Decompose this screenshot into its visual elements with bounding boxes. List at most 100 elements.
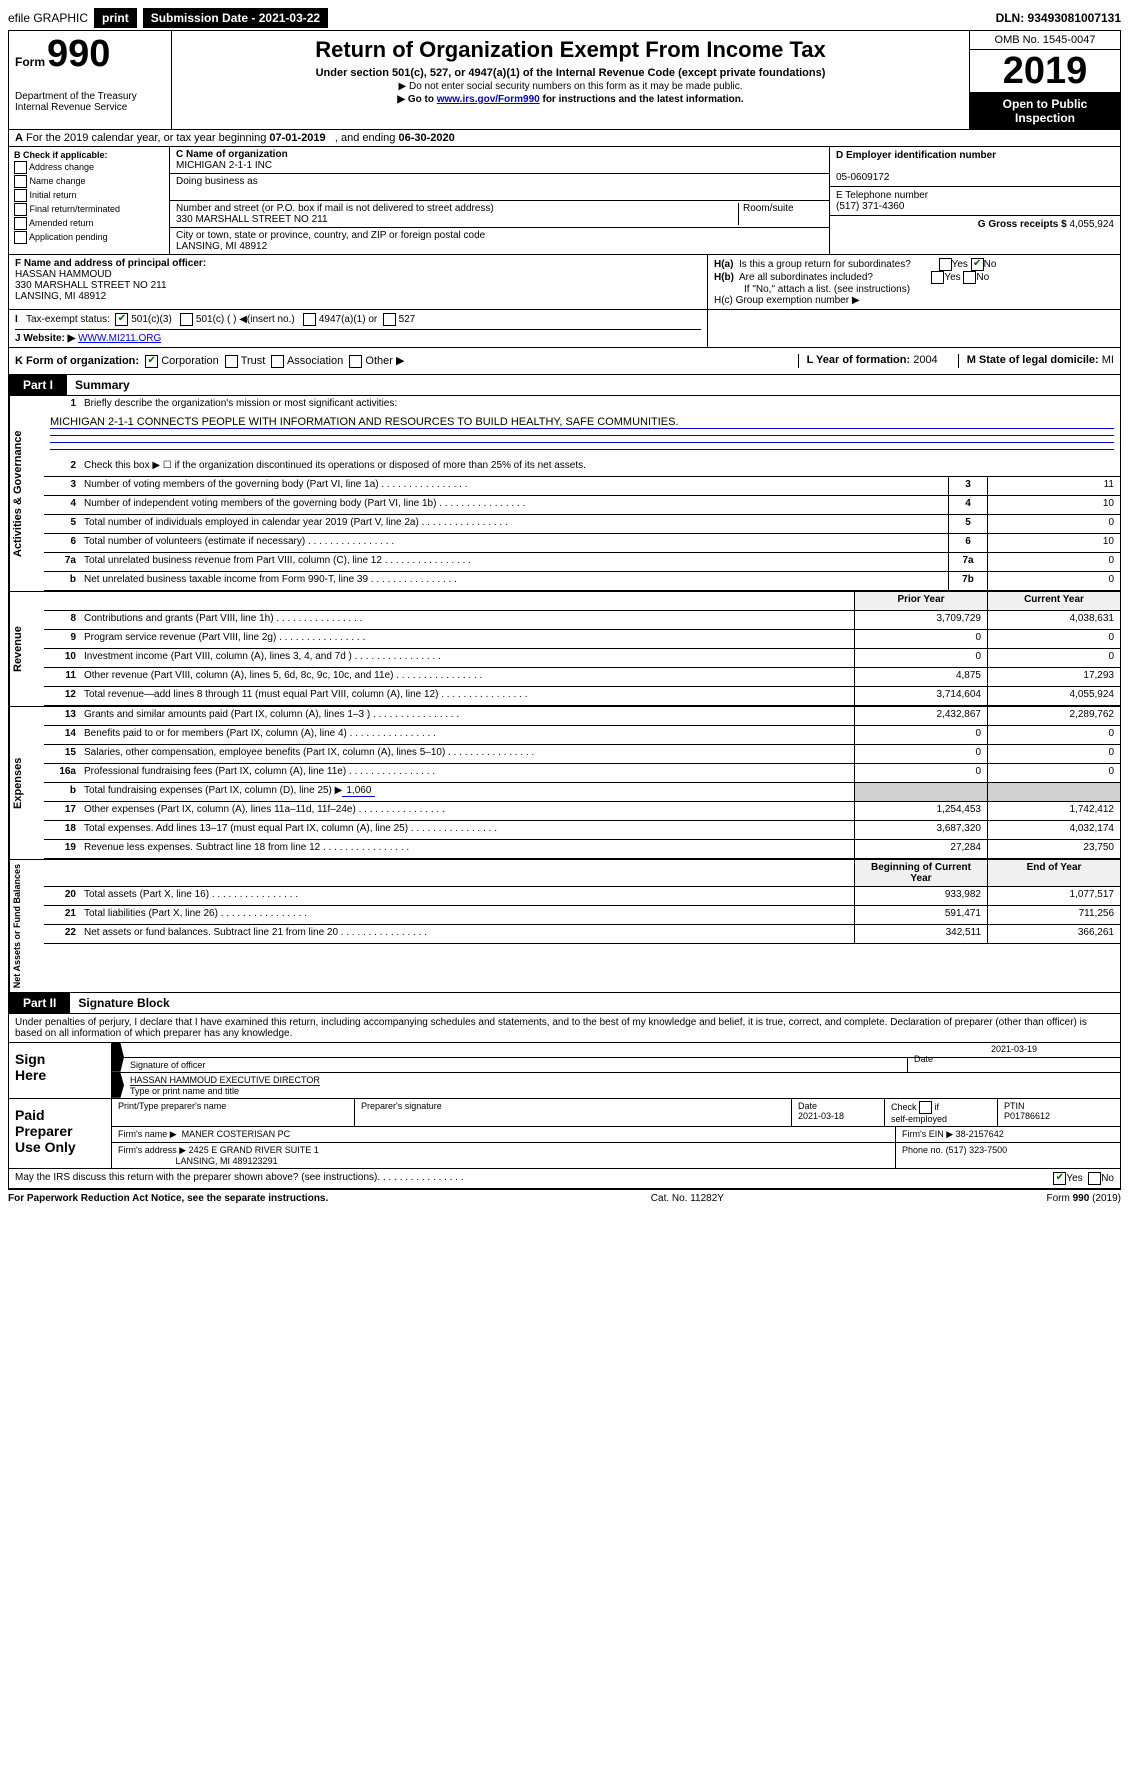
vlabel-net: Net Assets or Fund Balances xyxy=(9,860,44,992)
net-body: Net Assets or Fund Balances Beginning of… xyxy=(9,859,1120,993)
city-label: City or town, state or province, country… xyxy=(176,230,485,241)
summary-row: 12 Total revenue—add lines 8 through 11 … xyxy=(44,687,1120,706)
page-footer: For Paperwork Reduction Act Notice, see … xyxy=(8,1190,1121,1207)
chk-application[interactable]: Application pending xyxy=(14,231,164,244)
col-c: C Name of organization MICHIGAN 2-1-1 IN… xyxy=(170,147,830,254)
j-label: J Website: ▶ xyxy=(15,333,78,344)
officer-addr1: 330 MARSHALL STREET NO 211 xyxy=(15,280,167,291)
summary-row: 13 Grants and similar amounts paid (Part… xyxy=(44,707,1120,726)
paperwork-notice: For Paperwork Reduction Act Notice, see … xyxy=(8,1193,328,1204)
chk-discuss-no[interactable] xyxy=(1088,1172,1101,1185)
prior-value: 3,687,320 xyxy=(854,821,987,839)
chk-initial[interactable]: Initial return xyxy=(14,189,164,202)
summary-row: 19 Revenue less expenses. Subtract line … xyxy=(44,840,1120,859)
current-value: 17,293 xyxy=(987,668,1120,686)
firm-phone-cell: Phone no. (517) 323-7500 xyxy=(896,1143,1120,1168)
summary-row: 18 Total expenses. Add lines 13–17 (must… xyxy=(44,821,1120,840)
note2-post: for instructions and the latest informat… xyxy=(540,94,744,105)
chk-501c3[interactable] xyxy=(115,313,128,326)
city-cell: City or town, state or province, country… xyxy=(170,228,829,254)
submission-date-button[interactable]: Submission Date - 2021-03-22 xyxy=(143,8,328,28)
row-value: 0 xyxy=(987,515,1120,533)
sig-officer-label: Signature of officer xyxy=(130,1060,205,1070)
org-name: MICHIGAN 2-1-1 INC xyxy=(176,160,272,171)
city-value: LANSING, MI 48912 xyxy=(176,241,267,252)
row-text: Grants and similar amounts paid (Part IX… xyxy=(80,707,854,725)
gross-cell: G Gross receipts $ 4,055,924 xyxy=(830,216,1120,233)
arrow-icon xyxy=(112,1073,124,1098)
form-subtitle: Under section 501(c), 527, or 4947(a)(1)… xyxy=(176,67,965,79)
col-b: B Check if applicable: Address change Na… xyxy=(9,147,170,254)
row-value: 11 xyxy=(987,477,1120,495)
org-name-label: C Name of organization xyxy=(176,149,288,160)
summary-row: 7a Total unrelated business revenue from… xyxy=(44,553,1120,572)
row-text: Net unrelated business taxable income fr… xyxy=(80,572,948,590)
open-public: Open to PublicInspection xyxy=(970,92,1120,129)
chk-final[interactable]: Final return/terminated xyxy=(14,203,164,216)
row-code: 3 xyxy=(948,477,987,495)
chk-527[interactable] xyxy=(383,313,396,326)
signer-name: HASSAN HAMMOUD EXECUTIVE DIRECTOR xyxy=(130,1075,320,1086)
col-f: F Name and address of principal officer:… xyxy=(9,255,708,309)
chk-address[interactable]: Address change xyxy=(14,161,164,174)
col-h-lower xyxy=(708,310,1120,347)
summary-row: 6 Total number of volunteers (estimate i… xyxy=(44,534,1120,553)
dba-label: Doing business as xyxy=(176,176,258,187)
summary-row: b Net unrelated business taxable income … xyxy=(44,572,1120,591)
discuss-text: May the IRS discuss this return with the… xyxy=(15,1172,377,1185)
summary-row: 14 Benefits paid to or for members (Part… xyxy=(44,726,1120,745)
website-link[interactable]: WWW.MI211.ORG xyxy=(78,333,161,344)
prep-ptin: PTINP01786612 xyxy=(998,1099,1120,1126)
col-h: H(a) Is this a group return for subordin… xyxy=(708,255,1120,309)
part2-tab: Part II xyxy=(9,993,70,1013)
row-text: Salaries, other compensation, employee b… xyxy=(80,745,854,763)
summary-row: 3 Number of voting members of the govern… xyxy=(44,477,1120,496)
summary-row: 20 Total assets (Part X, line 16) 933,98… xyxy=(44,887,1120,906)
form-title: Return of Organization Exempt From Incom… xyxy=(176,37,965,63)
current-value: 0 xyxy=(987,630,1120,648)
row-text: Benefits paid to or for members (Part IX… xyxy=(80,726,854,744)
officer-label: F Name and address of principal officer: xyxy=(15,258,206,269)
arrow-icon xyxy=(112,1043,124,1072)
summary-row: 11 Other revenue (Part VIII, column (A),… xyxy=(44,668,1120,687)
expenses-body: Expenses 13 Grants and similar amounts p… xyxy=(9,706,1120,859)
row-text: Investment income (Part VIII, column (A)… xyxy=(80,649,854,667)
print-button[interactable]: print xyxy=(94,8,137,28)
row-text: Total unrelated business revenue from Pa… xyxy=(80,553,948,571)
chk-trust[interactable] xyxy=(225,355,238,368)
row-text: Total number of individuals employed in … xyxy=(80,515,948,533)
sign-date-label: Date xyxy=(914,1054,933,1064)
room-suite: Room/suite xyxy=(738,203,823,225)
row-text: Total expenses. Add lines 13–17 (must eq… xyxy=(80,821,854,839)
summary-row: 5 Total number of individuals employed i… xyxy=(44,515,1120,534)
summary-row: 22 Net assets or fund balances. Subtract… xyxy=(44,925,1120,944)
header-mid: Return of Organization Exempt From Incom… xyxy=(172,31,969,129)
chk-other[interactable] xyxy=(349,355,362,368)
row-text: Contributions and grants (Part VIII, lin… xyxy=(80,611,854,629)
irs-link[interactable]: www.irs.gov/Form990 xyxy=(437,94,540,105)
prior-value: 4,875 xyxy=(854,668,987,686)
exp-content: 13 Grants and similar amounts paid (Part… xyxy=(44,707,1120,859)
row-tax-j: I Tax-exempt status: 501(c)(3) 501(c) ( … xyxy=(9,310,1120,348)
row-code: 4 xyxy=(948,496,987,514)
row-value: 10 xyxy=(987,534,1120,552)
current-value: 4,032,174 xyxy=(987,821,1120,839)
chk-name[interactable]: Name change xyxy=(14,175,164,188)
part1-header: Part I Summary xyxy=(9,375,1120,396)
chk-4947[interactable] xyxy=(303,313,316,326)
gov-content: 1 Briefly describe the organization's mi… xyxy=(44,396,1120,591)
l-label: L Year of formation: xyxy=(807,354,914,366)
chk-amended[interactable]: Amended return xyxy=(14,217,164,230)
l-value: 2004 xyxy=(913,354,937,366)
signer-name-label: Type or print name and title xyxy=(130,1086,239,1096)
chk-501c[interactable] xyxy=(180,313,193,326)
current-value: 23,750 xyxy=(987,840,1120,858)
chk-discuss-yes[interactable] xyxy=(1053,1172,1066,1185)
current-value: 366,261 xyxy=(987,925,1120,943)
note-link: ▶ Go to www.irs.gov/Form990 for instruct… xyxy=(176,94,965,105)
chk-assoc[interactable] xyxy=(271,355,284,368)
chk-corp[interactable] xyxy=(145,355,158,368)
summary-row: 16a Professional fundraising fees (Part … xyxy=(44,764,1120,783)
tax-label: Tax-exempt status: xyxy=(26,314,110,325)
hc-text: H(c) Group exemption number ▶ xyxy=(714,295,1114,306)
